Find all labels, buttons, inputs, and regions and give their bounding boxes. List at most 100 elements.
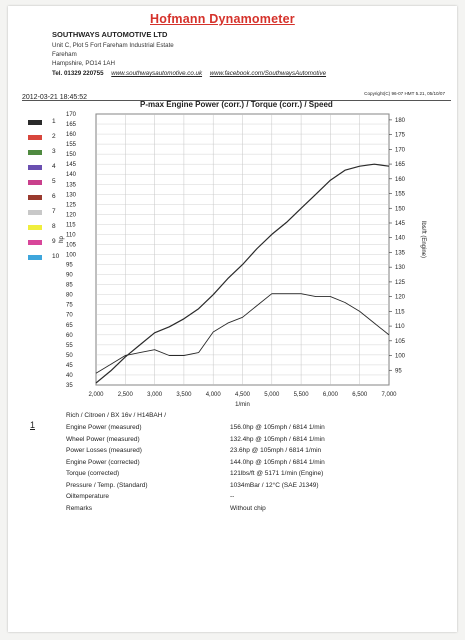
legend-number: 6 (52, 193, 56, 200)
legend-item: 8 (28, 223, 88, 233)
y2-tick-label: 155 (395, 192, 406, 198)
legend-swatch (28, 255, 42, 260)
y-tick-label: 45 (66, 363, 73, 369)
result-row: Power Losses (measured) 23.6hp @ 105mph /… (66, 447, 426, 458)
y-tick-label: 100 (66, 253, 77, 259)
result-value: 156.0hp @ 105mph / 6814 1/min (230, 424, 325, 431)
result-row: Remarks Without chip (66, 505, 426, 516)
y2-tick-label: 125 (395, 280, 406, 286)
y-tick-label: 80 (66, 293, 73, 299)
legend-item: 3 (28, 148, 88, 158)
result-value: 23.6hp @ 105mph / 6814 1/min (230, 447, 322, 454)
address-line-3: Hampshire, PO14 1AH (52, 60, 115, 67)
torque-curve (95, 293, 390, 374)
legend-swatch (28, 120, 42, 125)
website-link[interactable]: www.southwaysautomotive.co.uk (111, 70, 203, 77)
y2-tick-label: 105 (395, 339, 406, 345)
legend-swatch (28, 150, 42, 155)
x-tick-label: 6,500 (352, 392, 368, 398)
legend-swatch (28, 195, 42, 200)
legend-swatch (28, 135, 42, 140)
y2-tick-label: 160 (395, 177, 406, 183)
result-label: Engine Power (corrected) (66, 458, 140, 466)
legend-number: 5 (52, 178, 56, 185)
legend-item: 9 (28, 238, 88, 248)
result-row: Engine Power (measured) 156.0hp @ 105mph … (66, 424, 426, 435)
y2-tick-label: 120 (395, 295, 406, 301)
result-row: Engine Power (corrected) 144.0hp @ 105mph… (66, 459, 426, 470)
result-label: Wheel Power (measured) (66, 435, 140, 443)
y-tick-label: 160 (66, 132, 77, 138)
y2-tick-label: 110 (395, 324, 405, 330)
result-value: 144.0hp @ 105mph / 6814 1/min (230, 458, 325, 466)
y-tick-label: 95 (66, 263, 73, 269)
x-tick-label: 7,000 (381, 392, 397, 398)
x-tick-label: 4,000 (206, 392, 222, 398)
legend-item: 2 (28, 133, 88, 143)
y-tick-label: 35 (66, 383, 73, 389)
result-label: Engine Power (measured) (66, 424, 142, 431)
result-label: Oiltemperature (66, 493, 109, 500)
y-tick-label: 135 (66, 182, 77, 188)
x-axis-label: 1/min (235, 402, 250, 408)
legend-number: 10 (52, 253, 60, 260)
y2-tick-label: 130 (395, 265, 406, 271)
y2-tick-label: 95 (395, 368, 402, 374)
y2-tick-label: 100 (395, 354, 406, 360)
y-tick-label: 125 (66, 202, 77, 208)
result-value: 132.4hp @ 105mph / 6814 1/min (230, 435, 325, 443)
y-tick-label: 115 (66, 222, 76, 228)
contact-line: Tel. 01329 220755 www.southwaysautomotiv… (52, 70, 326, 77)
y2-tick-label: 145 (395, 221, 406, 227)
result-row: Wheel Power (measured) 132.4hp @ 105mph /… (66, 436, 426, 447)
vehicle-description: Rich / Citroen / BX 16v / H14BAH / (66, 412, 167, 419)
x-tick-label: 5,000 (264, 392, 280, 398)
y2-tick-label: 165 (395, 162, 406, 168)
header-divider (22, 100, 451, 101)
run-index: 1 (30, 420, 36, 430)
legend-number: 4 (52, 163, 56, 170)
result-value: -- (230, 493, 235, 500)
legend-swatch (28, 165, 42, 170)
report-title: Hofmann Dynamometer (150, 12, 295, 26)
y-tick-label: 140 (66, 172, 77, 178)
legend-item: 4 (28, 163, 88, 173)
result-value: 1034mBar / 12°C (SAE J1349) (230, 481, 319, 489)
y-tick-label: 110 (66, 232, 76, 238)
y2-tick-label: 140 (395, 236, 406, 242)
y-axis-label: hp (59, 236, 65, 243)
y-tick-label: 105 (66, 242, 77, 248)
legend-swatch (28, 210, 42, 215)
report-datetime: 2012-03-21 18:45:52 (22, 94, 87, 101)
x-tick-label: 6,000 (323, 392, 339, 398)
result-label: Torque (corrected) (66, 470, 120, 477)
legend-number: 9 (52, 238, 56, 245)
result-label: Remarks (66, 504, 93, 512)
power-curve (95, 163, 390, 384)
y-tick-label: 40 (66, 373, 73, 379)
x-tick-label: 3,000 (147, 392, 163, 398)
y-tick-label: 75 (66, 303, 73, 309)
y-tick-label: 55 (66, 343, 73, 349)
y-tick-label: 170 (66, 112, 77, 118)
legend-number: 8 (52, 223, 56, 230)
x-tick-label: 4,500 (235, 392, 251, 398)
x-tick-label: 2,000 (88, 392, 104, 398)
y-tick-label: 65 (66, 323, 73, 329)
facebook-link[interactable]: www.facebook.com/SouthwaysAutomotive (209, 70, 327, 77)
y2-tick-label: 180 (395, 118, 406, 124)
y-tick-label: 120 (66, 212, 77, 218)
company-name: SOUTHWAYS AUTOMOTIVE LTD (52, 30, 168, 39)
legend-item: 7 (28, 208, 88, 218)
address-line-1: Unit C, Plot 5 Fort Fareham Industrial E… (52, 42, 174, 49)
chart-title: P-max Engine Power (corr.) / Torque (cor… (140, 100, 333, 109)
result-label: Pressure / Temp. (Standard) (66, 481, 148, 489)
tel-number: 01329 220755 (63, 70, 104, 77)
legend-number: 7 (52, 208, 56, 215)
result-row: Oiltemperature -- (66, 493, 426, 504)
legend-swatch (28, 225, 42, 230)
y2-tick-label: 170 (395, 147, 406, 153)
result-value: 121lbs/ft @ 5171 1/min (Engine) (230, 470, 324, 477)
x-tick-label: 3,500 (176, 392, 192, 398)
